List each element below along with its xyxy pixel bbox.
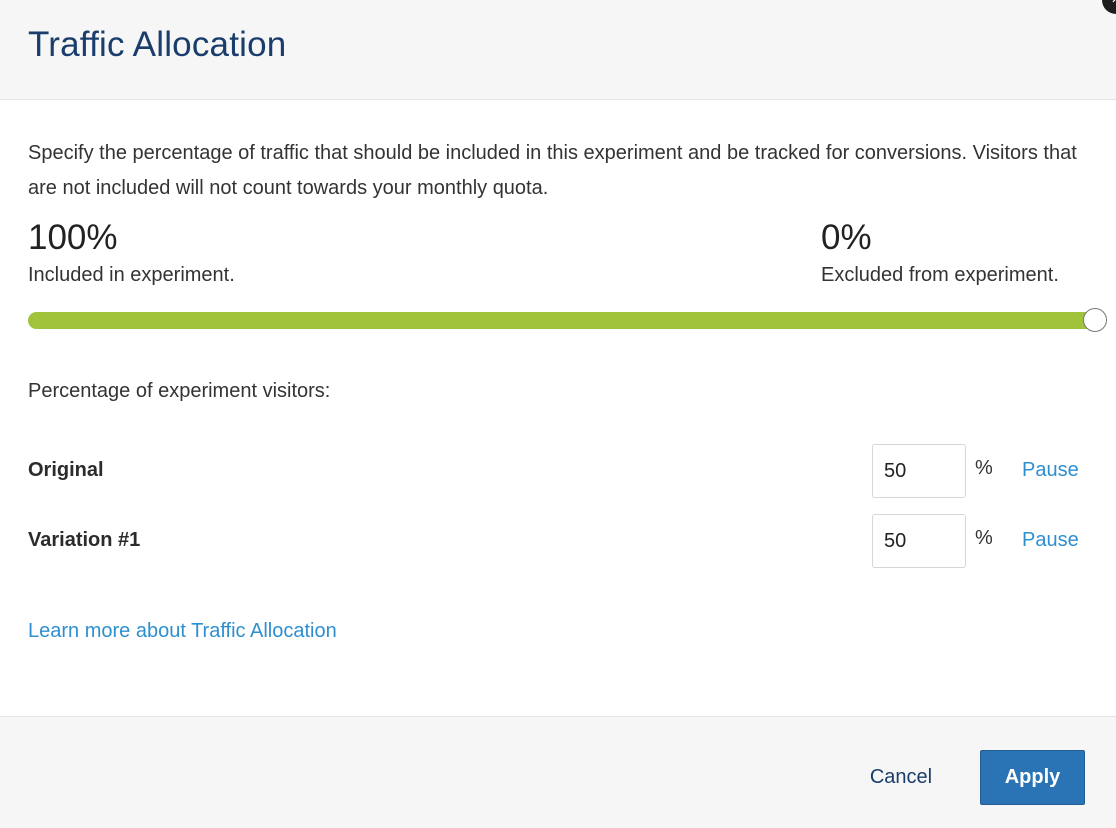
dialog-header: Traffic Allocation <box>0 0 1116 100</box>
percent-sign: % <box>975 457 993 479</box>
variation-1-percentage-input[interactable] <box>872 514 966 568</box>
slider-handle[interactable] <box>1083 308 1107 332</box>
excluded-percentage: 0% <box>821 218 872 257</box>
pause-original-link[interactable]: Pause <box>1022 459 1079 481</box>
variation-name: Original <box>28 459 104 481</box>
apply-button[interactable]: Apply <box>980 750 1085 805</box>
included-percentage: 100% <box>28 218 118 257</box>
original-percentage-input[interactable] <box>872 444 966 498</box>
included-label: Included in experiment. <box>28 264 235 286</box>
variation-name: Variation #1 <box>28 529 141 551</box>
variation-row-1: Variation #1 % Pause <box>0 514 1116 570</box>
variations-heading: Percentage of experiment visitors: <box>28 380 331 402</box>
pause-variation-1-link[interactable]: Pause <box>1022 529 1079 551</box>
variation-row-original: Original % Pause <box>0 444 1116 500</box>
allocation-description: Specify the percentage of traffic that s… <box>28 142 1077 199</box>
percent-sign: % <box>975 527 993 549</box>
cancel-button[interactable]: Cancel <box>852 752 950 802</box>
dialog-title: Traffic Allocation <box>28 25 287 64</box>
excluded-label: Excluded from experiment. <box>821 264 1059 286</box>
learn-more-link[interactable]: Learn more about Traffic Allocation <box>28 620 337 642</box>
dialog-footer: Cancel Apply <box>0 716 1116 828</box>
slider-fill <box>28 312 1096 329</box>
traffic-slider[interactable] <box>28 308 1107 332</box>
